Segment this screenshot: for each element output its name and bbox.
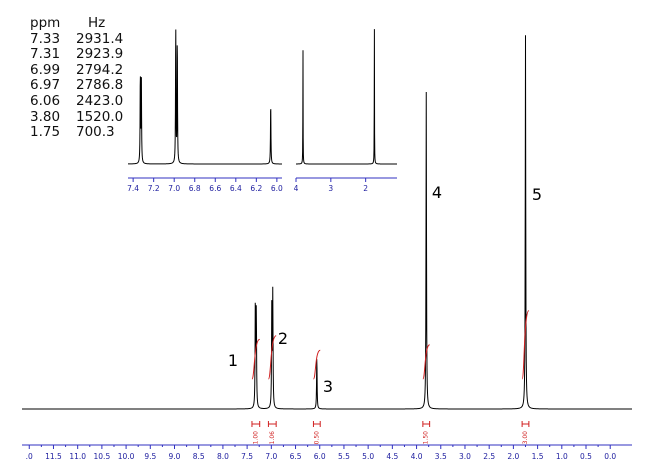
ppm-axis: .0 11.5 11.0 10.5 10.0 9.5 9.0 8.5 8.0 7.5 7.0 6.5 6… bbox=[22, 444, 632, 461]
axis-tick-label: 3.0 bbox=[459, 452, 471, 461]
peak-label: 5 bbox=[532, 185, 542, 204]
peak-list: ppm Hz 7.33 2931.4 7.31 2923.9 6.99 2794.2 … bbox=[30, 15, 124, 141]
peak-labels: 1 2 3 4 5 bbox=[228, 183, 542, 396]
peak-hz: 1520.0 bbox=[76, 108, 124, 125]
inset-trace bbox=[128, 29, 283, 165]
peak-list-row: 6.99 2794.2 bbox=[30, 61, 124, 79]
peak-list-header-ppm: ppm bbox=[30, 15, 61, 31]
axis-tick-label: 5.0 bbox=[362, 452, 374, 461]
peak-list-row: 6.97 2786.8 bbox=[30, 78, 123, 94]
peak-hz: 2786.8 bbox=[76, 77, 124, 94]
peak-hz: 2923.9 bbox=[76, 46, 124, 63]
peak-ppm: 7.31 bbox=[30, 46, 61, 63]
integral-curve bbox=[312, 349, 321, 380]
axis-tick-label: 3.5 bbox=[435, 452, 447, 461]
integral-value: 1.00 bbox=[252, 431, 259, 445]
peak-list-row: 7.33 2931.4 bbox=[30, 30, 124, 48]
peak-list-row: 3.80 1520.0 bbox=[30, 108, 124, 126]
integral-curve bbox=[251, 338, 261, 380]
axis-tick-label: 7.5 bbox=[241, 452, 253, 461]
integral-curve bbox=[521, 310, 530, 380]
axis-tick-label: 2.0 bbox=[507, 452, 519, 461]
peak-ppm: 6.99 bbox=[30, 61, 61, 78]
axis-tick-label: 0.0 bbox=[604, 452, 616, 461]
axis-tick-label: 11.5 bbox=[45, 452, 62, 461]
axis-tick-label: 6.5 bbox=[290, 452, 302, 461]
integral-bracket bbox=[521, 421, 530, 427]
axis-tick-label: 6.0 bbox=[314, 452, 326, 461]
peak-hz: 2931.4 bbox=[76, 30, 124, 47]
integral-curve bbox=[422, 344, 431, 380]
axis-tick-label: 7.0 bbox=[265, 452, 277, 461]
axis-tick-label: 5.5 bbox=[338, 452, 350, 461]
peak-hz: 700.3 bbox=[76, 124, 115, 141]
axis-tick-label: 10.5 bbox=[94, 452, 111, 461]
peak-list-row: 7.31 2923.9 bbox=[30, 47, 123, 63]
integral-bracket bbox=[267, 421, 277, 427]
axis-tick-label: 10.0 bbox=[118, 452, 135, 461]
inset-aromatic: 7.4 7.2 7.0 6.8 6.6 6.4 6.2 6.0 bbox=[127, 29, 283, 193]
integral-value: 0.50 bbox=[313, 431, 320, 445]
integral-curve bbox=[267, 335, 277, 380]
peak-list-row: 1.75 700.3 bbox=[30, 125, 123, 141]
inset-axis-tick-label: 6.8 bbox=[189, 184, 201, 193]
peak-label: 2 bbox=[278, 329, 288, 348]
peak-hz: 2794.2 bbox=[76, 61, 124, 78]
axis-tick-label: 2.5 bbox=[483, 452, 495, 461]
axis-tick-label: 8.5 bbox=[193, 452, 205, 461]
axis-tick-label: 9.0 bbox=[169, 452, 181, 461]
integral-value: 1.50 bbox=[423, 431, 430, 445]
peak-ppm: 3.80 bbox=[30, 108, 61, 125]
peak-label: 1 bbox=[228, 351, 238, 370]
peak-ppm: 6.06 bbox=[30, 92, 61, 109]
axis-tick-label: 0.5 bbox=[580, 452, 592, 461]
inset-aliphatic: 4 3 2 bbox=[294, 29, 397, 193]
axis-tick-label: .0 bbox=[26, 452, 33, 461]
inset-axis-tick-label: 7.0 bbox=[168, 184, 180, 193]
axis-tick-label: 1.0 bbox=[556, 452, 568, 461]
peak-hz: 2423.0 bbox=[76, 92, 124, 109]
integral-bracket bbox=[422, 421, 431, 427]
axis-tick-label: 1.5 bbox=[532, 452, 544, 461]
inset-axis-tick-label: 7.4 bbox=[127, 184, 139, 193]
integral-curves: 1.00 1.06 0.50 1.50 3.00 bbox=[251, 310, 530, 445]
inset-axis-tick-label: 7.2 bbox=[148, 184, 160, 193]
peak-list-row: 6.06 2423.0 bbox=[30, 92, 124, 110]
peak-list-header-hz: Hz bbox=[88, 15, 106, 31]
axis-tick-label: 8.0 bbox=[217, 452, 229, 461]
integral-bracket bbox=[312, 421, 321, 427]
inset-axis-tick-label: 6.4 bbox=[230, 184, 242, 193]
integral-bracket bbox=[251, 421, 261, 427]
spectrum-trace bbox=[22, 35, 632, 410]
axis-tick-label: 11.0 bbox=[69, 452, 86, 461]
main-spectrum bbox=[22, 35, 632, 410]
inset-axis-tick-label: 6.0 bbox=[271, 184, 283, 193]
inset-axis-tick-label: 3 bbox=[328, 184, 333, 193]
inset-axis-tick-label: 2 bbox=[363, 184, 368, 193]
axis-tick-label: 4.0 bbox=[411, 452, 423, 461]
peak-label: 3 bbox=[323, 377, 333, 396]
inset-axis-tick-label: 6.6 bbox=[209, 184, 221, 193]
integral-value: 1.06 bbox=[269, 431, 276, 445]
axis-tick-label: 4.5 bbox=[386, 452, 398, 461]
inset-trace bbox=[296, 29, 397, 165]
inset-axis-tick-label: 6.2 bbox=[250, 184, 262, 193]
inset-axis-tick-label: 4 bbox=[294, 184, 299, 193]
peak-ppm: 6.97 bbox=[30, 77, 61, 94]
axis-tick-label: 9.5 bbox=[144, 452, 156, 461]
integral-value: 3.00 bbox=[522, 431, 529, 445]
peak-label: 4 bbox=[432, 183, 442, 202]
peak-ppm: 1.75 bbox=[30, 124, 61, 141]
peak-ppm: 7.33 bbox=[30, 30, 61, 47]
